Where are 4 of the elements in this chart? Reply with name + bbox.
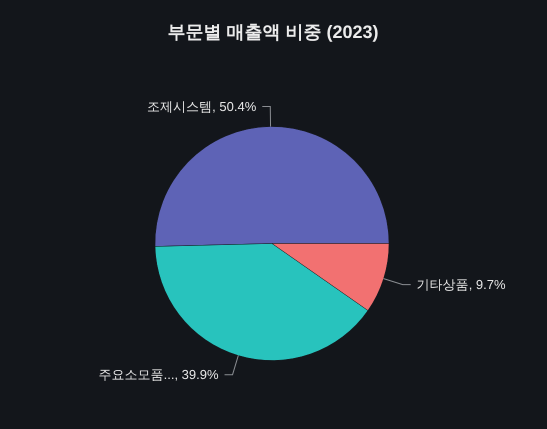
slice-label: 기타상품, 9.7%	[416, 277, 506, 292]
slice-label: 조제시스템, 50.4%	[147, 99, 257, 114]
chart-title: 부문별 매출액 비중 (2023)	[167, 22, 379, 42]
slice-label: 주요소모품..., 39.9%	[98, 367, 219, 382]
